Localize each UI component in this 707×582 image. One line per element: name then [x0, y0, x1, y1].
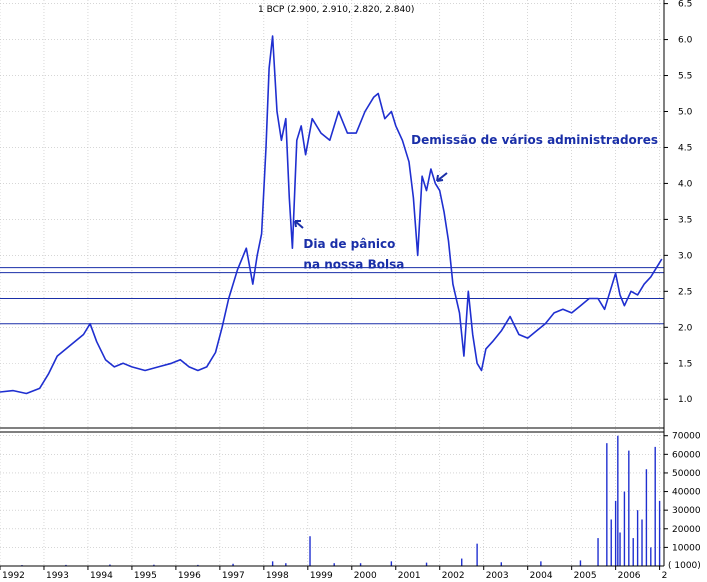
- volume-tick-label: 40000: [672, 488, 701, 498]
- price-tick-label: 2.0: [678, 323, 693, 333]
- volume-unit-label: ( 1000): [668, 561, 701, 571]
- arrow-icon: [294, 220, 304, 229]
- price-tick-label: 5.0: [678, 107, 693, 117]
- x-tick-label: 1992: [2, 571, 25, 581]
- volume-tick-label: 30000: [672, 506, 701, 516]
- volume-tick-label: 20000: [672, 525, 701, 535]
- volume-tick-label: 60000: [672, 450, 701, 460]
- x-tick-label: 2005: [574, 571, 597, 581]
- price-tick-label: 1.0: [678, 395, 693, 405]
- x-tick-label: 1998: [266, 571, 289, 581]
- x-tick-label: 1995: [134, 571, 157, 581]
- x-tick-label: 2006: [618, 571, 641, 581]
- price-tick-label: 4.5: [678, 143, 692, 153]
- annotation-text: Dia de pânico: [303, 237, 395, 251]
- x-tick-label: 1999: [310, 571, 333, 581]
- annotation-text: Demissão de vários administradores: [411, 133, 658, 147]
- x-tick-label: 1997: [222, 571, 245, 581]
- price-tick-label: 6.0: [678, 36, 693, 46]
- arrow-icon: [436, 172, 448, 182]
- price-series: [0, 35, 663, 395]
- grid-layer: [0, 0, 664, 566]
- price-tick-label: 3.0: [678, 251, 693, 261]
- x-tick-label: 1994: [90, 571, 113, 581]
- chart-title: 1 BCP (2.900, 2.910, 2.820, 2.840): [258, 5, 414, 15]
- price-tick-label: 1.5: [678, 359, 692, 369]
- price-tick-label: 3.5: [678, 215, 692, 225]
- price-line: [0, 35, 663, 395]
- support-lines: [0, 267, 664, 325]
- x-tick-label: 1996: [178, 571, 201, 581]
- volume-tick-label: 50000: [672, 469, 701, 479]
- x-tick-label: 2001: [398, 571, 421, 581]
- x-tick-label: 2002: [442, 571, 465, 581]
- x-tick-label: 2003: [486, 571, 509, 581]
- price-tick-label: 4.0: [678, 179, 693, 189]
- price-tick-label: 2.5: [678, 287, 692, 297]
- annotations: Demissão de vários administradores Dia de…: [294, 133, 658, 271]
- volume-tick-label: 10000: [672, 543, 701, 553]
- volume-bars: [21, 435, 661, 566]
- x-tick-label: 2: [662, 571, 668, 581]
- x-tick-label: 2000: [354, 571, 377, 581]
- x-tick-label: 2004: [530, 571, 553, 581]
- annotation-text: na nossa Bolsa: [303, 257, 404, 271]
- x-tick-label: 1993: [46, 571, 69, 581]
- volume-tick-label: 70000: [672, 432, 701, 442]
- price-tick-label: 6.5: [678, 0, 692, 10]
- price-tick-label: 5.5: [678, 72, 692, 82]
